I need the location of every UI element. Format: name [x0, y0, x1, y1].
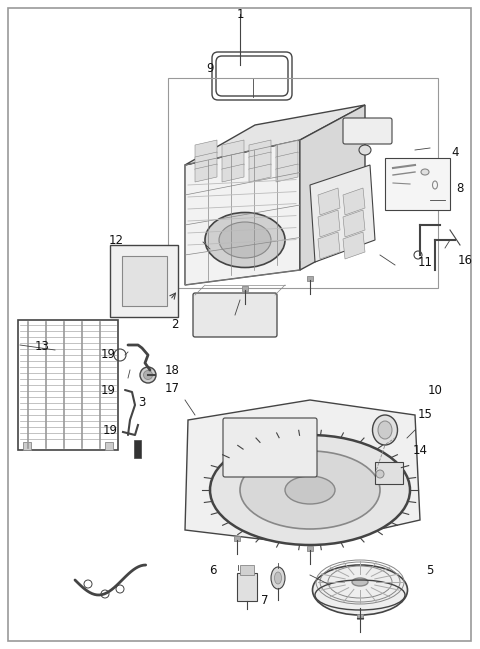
Polygon shape [195, 140, 217, 158]
Bar [357, 614, 363, 619]
Text: 4: 4 [451, 145, 459, 158]
Bar [375, 462, 403, 484]
Ellipse shape [205, 212, 285, 267]
Polygon shape [318, 232, 340, 259]
Polygon shape [276, 140, 298, 158]
Text: 1: 1 [236, 8, 244, 21]
Ellipse shape [312, 565, 408, 615]
Polygon shape [249, 140, 271, 158]
Text: 10: 10 [428, 384, 443, 397]
Bar [134, 440, 141, 458]
Ellipse shape [372, 415, 397, 445]
Text: 5: 5 [426, 563, 434, 576]
FancyBboxPatch shape [193, 293, 277, 337]
Polygon shape [343, 232, 365, 259]
Text: 14: 14 [412, 443, 428, 456]
Ellipse shape [285, 476, 335, 504]
Polygon shape [318, 188, 340, 215]
Ellipse shape [210, 435, 410, 545]
Polygon shape [195, 164, 217, 182]
Polygon shape [300, 105, 365, 270]
Polygon shape [343, 188, 365, 215]
Bar [237, 573, 257, 601]
Polygon shape [343, 210, 365, 237]
Ellipse shape [352, 578, 368, 586]
Polygon shape [249, 164, 271, 182]
Polygon shape [276, 164, 298, 182]
Polygon shape [249, 152, 271, 170]
Ellipse shape [359, 145, 371, 155]
Ellipse shape [240, 451, 380, 529]
Text: 13: 13 [35, 341, 49, 354]
Polygon shape [310, 165, 375, 262]
Polygon shape [222, 164, 244, 182]
Text: 7: 7 [261, 593, 269, 607]
Ellipse shape [376, 470, 384, 478]
Text: 3: 3 [138, 395, 146, 408]
Ellipse shape [140, 367, 156, 383]
Bar [23, 442, 31, 450]
Text: 6: 6 [209, 563, 217, 576]
Polygon shape [185, 105, 365, 165]
Ellipse shape [219, 222, 271, 258]
Ellipse shape [275, 572, 281, 584]
Text: 19: 19 [103, 424, 118, 437]
Text: 11: 11 [418, 256, 432, 269]
Bar [234, 536, 240, 541]
Bar [242, 286, 248, 291]
Text: 2: 2 [171, 319, 179, 332]
Text: 19: 19 [100, 384, 116, 397]
Polygon shape [318, 210, 340, 237]
Bar [122, 256, 167, 306]
Ellipse shape [421, 169, 429, 175]
Ellipse shape [378, 421, 392, 439]
FancyBboxPatch shape [343, 118, 392, 144]
Polygon shape [185, 140, 300, 285]
Polygon shape [222, 152, 244, 170]
Text: 16: 16 [457, 254, 472, 267]
Text: 9: 9 [206, 62, 214, 75]
Text: 15: 15 [418, 408, 432, 421]
Ellipse shape [144, 371, 153, 380]
FancyBboxPatch shape [223, 418, 317, 477]
Ellipse shape [414, 251, 422, 259]
FancyBboxPatch shape [216, 56, 288, 96]
Bar [168, 78, 438, 288]
Bar [240, 565, 254, 575]
Bar [18, 320, 118, 450]
Text: 12: 12 [108, 234, 123, 247]
Polygon shape [195, 152, 217, 170]
Polygon shape [185, 400, 420, 545]
Text: 8: 8 [456, 182, 464, 195]
Bar [307, 546, 313, 551]
Text: 19: 19 [100, 349, 116, 361]
Bar [110, 245, 178, 317]
Text: 17: 17 [165, 382, 180, 395]
Bar [307, 276, 313, 281]
Polygon shape [276, 152, 298, 170]
Polygon shape [222, 140, 244, 158]
Bar [105, 442, 113, 450]
Ellipse shape [271, 567, 285, 589]
Text: 18: 18 [165, 363, 180, 376]
Bar [385, 158, 450, 210]
